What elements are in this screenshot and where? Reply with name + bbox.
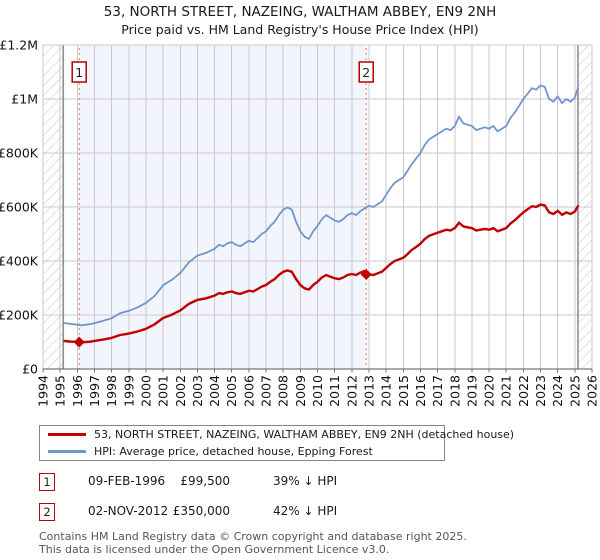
hpi-line-swatch [48, 449, 86, 453]
sale-marker-badge-label: 2 [362, 65, 370, 80]
x-axis-tick-label: 2022 [516, 375, 531, 407]
x-axis-tick-label: 2006 [241, 375, 256, 407]
sale-point-marker [360, 269, 372, 280]
x-axis-tick-label: 2013 [361, 375, 376, 407]
transaction-1-marker-badge: 1 [39, 473, 55, 491]
transaction-2-hpi-diff: 42% ↓ HPI [273, 504, 338, 518]
page-title: 53, NORTH STREET, NAZEING, WALTHAM ABBEY… [103, 4, 497, 20]
x-axis-tick-label: 2010 [310, 375, 325, 407]
x-axis-tick-label: 2016 [413, 375, 428, 407]
x-axis-tick-label: 2004 [207, 375, 222, 407]
footer-line-2: This data is licensed under the Open Gov… [39, 543, 390, 556]
x-axis-tick-label: 2018 [447, 375, 462, 407]
sale-point-marker [73, 336, 85, 348]
x-axis-tick-label: 2003 [190, 375, 205, 407]
property-price-line [63, 203, 580, 344]
transaction-2-price: £350,000 [172, 504, 230, 518]
transaction-row-1: 1 09-FEB-1996 £99,500 39% ↓ HPI [39, 473, 559, 492]
x-axis-tick-label: 1994 [36, 375, 51, 407]
x-axis-tick-label: 2015 [396, 375, 411, 407]
x-axis-tick-label: 1996 [70, 375, 85, 407]
transaction-2-date: 02-NOV-2012 [88, 504, 169, 518]
transaction-1-date: 09-FEB-1996 [88, 474, 166, 488]
legend-label-property: 53, NORTH STREET, NAZEING, WALTHAM ABBEY… [94, 428, 515, 441]
transaction-2-marker-badge: 2 [39, 503, 55, 521]
sale-marker-badge-label: 1 [75, 65, 83, 80]
y-axis-tick-label: £200K [0, 308, 39, 323]
x-axis-tick-label: 2012 [344, 375, 359, 407]
x-axis-tick-label: 2005 [224, 375, 239, 407]
x-axis-tick-label: 1997 [87, 375, 102, 407]
chart-legend: 53, NORTH STREET, NAZEING, WALTHAM ABBEY… [39, 425, 514, 461]
legend-item-property: 53, NORTH STREET, NAZEING, WALTHAM ABBEY… [40, 426, 514, 443]
x-axis-tick-label: 2025 [567, 375, 582, 407]
copyright-footer: Contains HM Land Registry data © Crown c… [39, 530, 467, 556]
x-axis-tick-label: 2008 [276, 375, 291, 407]
y-axis-tick-label: £1.2M [0, 38, 38, 53]
transaction-1-price: £99,500 [180, 474, 230, 488]
legend-item-hpi: HPI: Average price, detached house, Eppi… [40, 443, 444, 460]
y-axis-tick-label: £0 [22, 362, 38, 377]
x-axis-tick-label: 1998 [104, 375, 119, 407]
x-axis-tick-label: 2026 [585, 375, 600, 407]
y-axis-tick-label: £600K [0, 200, 39, 215]
x-axis-tick-label: 2020 [482, 375, 497, 407]
x-axis-tick-label: 2023 [533, 375, 548, 407]
x-axis-tick-label: 2007 [259, 375, 274, 407]
x-axis-tick-label: 2000 [138, 375, 153, 407]
y-axis-tick-label: £800K [0, 146, 39, 161]
page-subtitle: Price paid vs. HM Land Registry's House … [121, 22, 479, 37]
x-axis-tick-label: 2002 [173, 375, 188, 407]
footer-line-1: Contains HM Land Registry data © Crown c… [39, 530, 467, 543]
x-axis-tick-label: 2001 [156, 375, 171, 407]
sale-marker-badge [71, 61, 87, 83]
legend-label-hpi: HPI: Average price, detached house, Eppi… [94, 445, 373, 458]
transaction-1-hpi-diff: 39% ↓ HPI [273, 474, 338, 488]
sale-marker-badge [358, 61, 374, 83]
x-axis-tick-label: 2021 [499, 375, 514, 407]
x-axis-tick-label: 2017 [430, 375, 445, 407]
transaction-row-2: 2 02-NOV-2012 £350,000 42% ↓ HPI [39, 503, 559, 522]
x-axis-tick-label: 2024 [550, 375, 565, 407]
y-axis-tick-label: £1M [11, 92, 38, 107]
y-axis-tick-label: £400K [0, 254, 39, 269]
x-axis-tick-label: 1995 [53, 375, 68, 407]
price-chart: 1 2 £0 £200K £400K £600K £800K £1M £1.2M 1994 1995… [0, 38, 600, 407]
x-axis-tick-label: 2011 [327, 375, 342, 407]
property-line-swatch [48, 432, 86, 436]
hpi-line [63, 84, 579, 327]
x-axis-tick-label: 2019 [464, 375, 479, 407]
x-axis-tick-label: 2014 [379, 375, 394, 407]
x-axis-tick-label: 2009 [293, 375, 308, 407]
x-axis-tick-label: 1999 [121, 375, 136, 407]
